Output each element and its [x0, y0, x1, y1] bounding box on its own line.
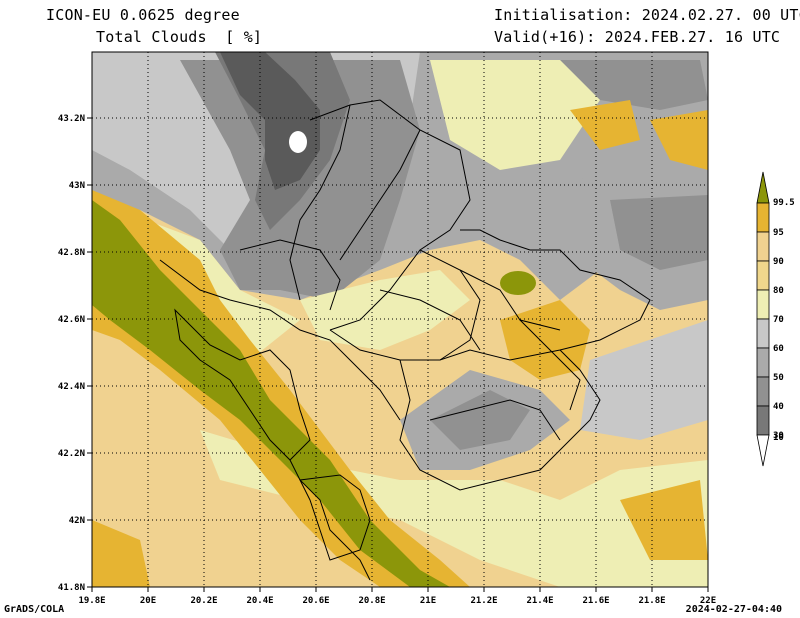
- colorbar-label: 10: [773, 433, 784, 443]
- lon-label: 21.6E: [582, 596, 609, 606]
- colorbar-cell-40: [756, 376, 770, 407]
- field-olive-coast: [92, 200, 450, 587]
- axis-ticks: [87, 117, 709, 592]
- admin-borders: [159, 99, 651, 581]
- colorbar-bottom-triangle: [756, 434, 770, 467]
- colorbar-label: 70: [773, 315, 784, 325]
- variable-title: Total Clouds [ %]: [96, 28, 263, 46]
- lat-label: 42N: [69, 516, 85, 526]
- lon-label: 20.4E: [246, 596, 273, 606]
- footer-credit: GrADS/COLA: [4, 604, 65, 615]
- colorbar-cell-70: [756, 289, 770, 320]
- model-title: ICON-EU 0.0625 degree: [46, 6, 240, 24]
- colorbar-label-top: 99.5: [773, 198, 795, 208]
- graticule: [92, 52, 708, 587]
- field-pale-centre: [300, 270, 470, 350]
- lat-label: 43N: [69, 181, 85, 191]
- field-grey-ne: [560, 60, 708, 110]
- border-montenegro-serbia: [309, 99, 471, 331]
- colorbar-cell-95: [756, 202, 770, 233]
- colorbar-top-triangle: [756, 171, 770, 204]
- lon-label: 21.4E: [526, 596, 553, 606]
- border-north-2: [339, 129, 421, 261]
- lat-label: 42.4N: [58, 382, 85, 392]
- border-kosovo-outer: [329, 229, 651, 361]
- lon-label: 19.8E: [78, 596, 105, 606]
- border-north-3: [239, 239, 341, 311]
- field-pale-ne: [430, 60, 600, 170]
- field-clear-spot: [289, 131, 307, 153]
- lon-label: 20.2E: [190, 596, 217, 606]
- field-darkest-grey: [220, 52, 320, 190]
- lon-label: 20E: [140, 596, 156, 606]
- lon-label: 21.8E: [638, 596, 665, 606]
- lon-label: 22E: [700, 596, 716, 606]
- border-kosovo-south: [399, 349, 601, 491]
- lon-label: 21.2E: [470, 596, 497, 606]
- lon-label: 20.8E: [358, 596, 385, 606]
- field-grey-se-band: [580, 320, 708, 440]
- lat-label: 42.6N: [58, 315, 85, 325]
- lat-labels: 41.8N 42N 42.2N 42.4N 42.6N 42.8N 43N 43…: [58, 114, 85, 593]
- colorbar-label: 60: [773, 344, 784, 354]
- colorbar-label: 30: [773, 431, 784, 441]
- colorbar-cell-90: [756, 231, 770, 262]
- border-central-3: [379, 289, 481, 351]
- lon-labels: 19.8E 20E 20.2E 20.4E 20.6E 20.8E 21E 21…: [78, 596, 716, 606]
- border-lake-scutari: [174, 308, 311, 461]
- field-orange-sw2: [92, 520, 150, 587]
- lon-label: 20.6E: [302, 596, 329, 606]
- lat-label: 41.8N: [58, 583, 85, 593]
- border-north-1: [289, 104, 351, 301]
- colorbar-labels: 10 30 40 50 60 70 80 90 95 99.5: [773, 198, 795, 443]
- field-orange-coast: [92, 190, 470, 587]
- lat-label: 42.2N: [58, 449, 85, 459]
- lat-label: 43.2N: [58, 114, 85, 124]
- colorbar-cell-50: [756, 347, 770, 378]
- border-east-inner: [519, 319, 581, 411]
- lon-label: 21E: [420, 596, 436, 606]
- border-south-inner: [429, 399, 561, 441]
- valid-time: Valid(+16): 2024.FEB.27. 16 UTC: [494, 28, 781, 46]
- field-orange-ne2: [650, 110, 708, 170]
- colorbar-label: 80: [773, 286, 784, 296]
- colorbar-cell-60: [756, 318, 770, 349]
- colorbar-cell-30: [756, 405, 770, 436]
- field-olive-spot: [500, 271, 536, 295]
- lat-label: 42.8N: [58, 248, 85, 258]
- colorbar-label: 95: [773, 228, 784, 238]
- colorbar-label: 50: [773, 373, 784, 383]
- colorbar-label: 40: [773, 402, 784, 412]
- field-grey-central-dark: [430, 390, 530, 450]
- border-albania-coast: [289, 459, 371, 581]
- cloud-field: [92, 52, 708, 587]
- footer-timestamp: 2024-02-27-04:40: [685, 604, 782, 615]
- field-grey-east-dark: [610, 195, 708, 270]
- border-albania-west: [159, 259, 401, 421]
- field-orange-east: [500, 300, 590, 380]
- colorbar-cell-80: [756, 260, 770, 291]
- field-orange-ne: [570, 100, 640, 150]
- border-south-lobe: [299, 474, 371, 561]
- field-orange-sw: [92, 420, 180, 560]
- colorbar-label: 90: [773, 257, 784, 267]
- colorbar: [756, 171, 770, 467]
- initialisation-time: Initialisation: 2024.02.27. 00 UTC: [494, 6, 800, 24]
- border-central-1: [419, 249, 481, 361]
